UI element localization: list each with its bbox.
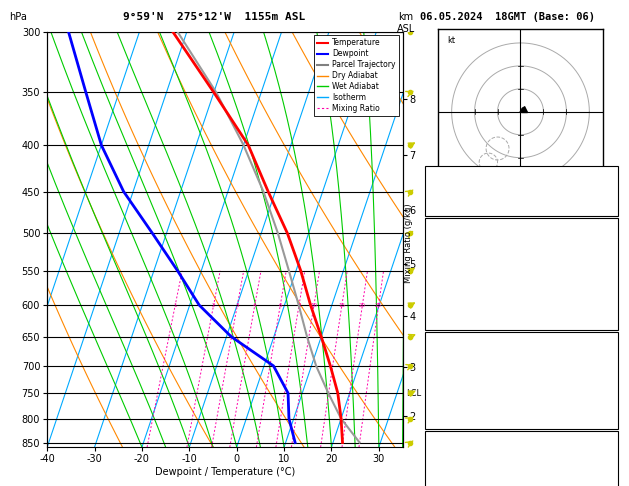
Text: EH: EH bbox=[430, 449, 442, 459]
Text: CAPE (J): CAPE (J) bbox=[430, 397, 477, 407]
Text: PW (cm): PW (cm) bbox=[430, 199, 470, 209]
Text: 0: 0 bbox=[610, 412, 615, 422]
Text: 2: 2 bbox=[212, 303, 215, 308]
Text: Pressure (mb): Pressure (mb) bbox=[430, 350, 506, 360]
Text: Dewp (°C): Dewp (°C) bbox=[430, 251, 482, 261]
Text: 25: 25 bbox=[375, 303, 382, 308]
Text: 25.6: 25.6 bbox=[592, 236, 615, 246]
Text: 0: 0 bbox=[610, 298, 615, 308]
Text: 1: 1 bbox=[174, 303, 177, 308]
Text: 9°59'N  275°12'W  1155m ASL: 9°59'N 275°12'W 1155m ASL bbox=[123, 12, 305, 22]
Text: km
ASL: km ASL bbox=[396, 12, 415, 34]
Text: 3: 3 bbox=[236, 303, 239, 308]
Text: Totals Totals: Totals Totals bbox=[430, 184, 506, 194]
Text: 0: 0 bbox=[610, 313, 615, 324]
Text: Lifted Index: Lifted Index bbox=[430, 381, 500, 391]
Text: 343: 343 bbox=[598, 365, 615, 376]
Text: kt: kt bbox=[447, 36, 455, 45]
Text: Lifted Index: Lifted Index bbox=[430, 282, 500, 293]
Text: θᴄ(K): θᴄ(K) bbox=[430, 267, 459, 277]
Text: 4: 4 bbox=[253, 303, 257, 308]
Text: Most Unstable: Most Unstable bbox=[483, 333, 560, 343]
Text: θᴄ (K): θᴄ (K) bbox=[430, 365, 465, 376]
Text: 0: 0 bbox=[610, 397, 615, 407]
Text: 15: 15 bbox=[338, 303, 345, 308]
Text: 6: 6 bbox=[279, 303, 282, 308]
Text: 888: 888 bbox=[598, 350, 615, 360]
Text: 8: 8 bbox=[298, 303, 301, 308]
Text: -0: -0 bbox=[603, 464, 615, 474]
Text: CIN (J): CIN (J) bbox=[430, 412, 470, 422]
Text: 0: 0 bbox=[610, 449, 615, 459]
Text: 27: 27 bbox=[603, 168, 615, 178]
Legend: Temperature, Dewpoint, Parcel Trajectory, Dry Adiabat, Wet Adiabat, Isotherm, Mi: Temperature, Dewpoint, Parcel Trajectory… bbox=[314, 35, 399, 116]
Text: Surface: Surface bbox=[501, 219, 542, 229]
Text: Hodograph: Hodograph bbox=[495, 432, 548, 442]
Text: 14: 14 bbox=[603, 251, 615, 261]
X-axis label: Dewpoint / Temperature (°C): Dewpoint / Temperature (°C) bbox=[155, 467, 295, 477]
Text: SREH: SREH bbox=[430, 464, 453, 474]
Text: © weatheronline.co.uk: © weatheronline.co.uk bbox=[425, 474, 521, 484]
Text: 06.05.2024  18GMT (Base: 06): 06.05.2024 18GMT (Base: 06) bbox=[420, 12, 594, 22]
Text: 2: 2 bbox=[610, 381, 615, 391]
Text: Temp (°C): Temp (°C) bbox=[430, 236, 482, 246]
Text: Mixing Ratio (g/kg): Mixing Ratio (g/kg) bbox=[404, 203, 413, 283]
Text: 20: 20 bbox=[359, 303, 366, 308]
Text: LCL: LCL bbox=[406, 389, 421, 398]
Text: 10: 10 bbox=[311, 303, 318, 308]
Text: CAPE (J): CAPE (J) bbox=[430, 298, 477, 308]
Text: 2: 2 bbox=[610, 282, 615, 293]
Text: hPa: hPa bbox=[9, 12, 27, 22]
Text: K: K bbox=[430, 168, 435, 178]
Text: StmDir: StmDir bbox=[430, 480, 465, 486]
Text: 38: 38 bbox=[603, 184, 615, 194]
Text: 2.68: 2.68 bbox=[592, 199, 615, 209]
Text: CIN (J): CIN (J) bbox=[430, 313, 470, 324]
Text: 343: 343 bbox=[598, 267, 615, 277]
Text: 59°: 59° bbox=[598, 480, 615, 486]
